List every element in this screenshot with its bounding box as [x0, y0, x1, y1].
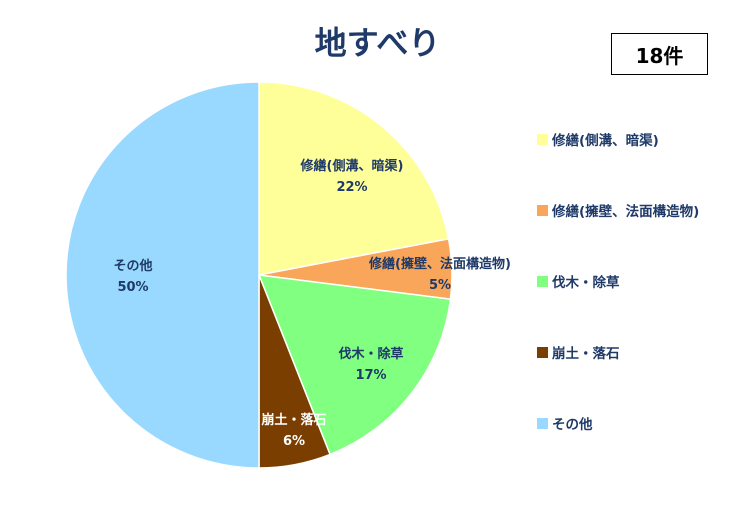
- slice-category-label-2: 修繕(擁壁、法面構造物): [368, 256, 511, 272]
- legend-item-4: 崩土・落石: [537, 342, 620, 362]
- legend-label-1: 修繕(側溝、暗渠): [552, 133, 659, 149]
- legend-label-5: その他: [552, 417, 593, 433]
- slice-category-label-5: その他: [113, 258, 152, 274]
- slice-percent-label-1: 22%: [336, 180, 367, 195]
- legend-item-5: その他: [537, 413, 593, 433]
- slice-category-label-3: 伐木・除草: [338, 346, 403, 362]
- legend-swatch-1: [537, 133, 548, 145]
- slice-category-label-4: 崩土・落石: [261, 412, 326, 428]
- chart-title: 地すべり: [314, 24, 441, 62]
- legend-label-4: 崩土・落石: [552, 346, 620, 362]
- slice-percent-label-2: 5%: [429, 278, 451, 293]
- slice-percent-label-5: 50%: [117, 280, 148, 295]
- slice-category-label-1: 修繕(側溝、暗渠): [300, 158, 404, 174]
- legend-swatch-2: [537, 204, 548, 216]
- slice-percent-label-4: 6%: [283, 434, 305, 449]
- slice-percent-label-3: 17%: [355, 368, 386, 383]
- legend-label-3: 伐木・除草: [552, 275, 620, 291]
- pie-slice-5: [65, 81, 260, 469]
- legend-label-2: 修繕(擁壁、法面構造物): [552, 204, 700, 220]
- legend-swatch-3: [537, 275, 548, 287]
- legend-swatch-5: [537, 417, 548, 429]
- legend-item-3: 伐木・除草: [537, 271, 620, 291]
- count-badge: 18件: [611, 33, 708, 75]
- legend-swatch-4: [537, 346, 548, 358]
- pie-slice-1: [258, 81, 450, 276]
- pie-slice-3: [257, 274, 452, 456]
- legend-item-1: 修繕(側溝、暗渠): [537, 129, 659, 149]
- legend-item-2: 修繕(擁壁、法面構造物): [537, 200, 699, 220]
